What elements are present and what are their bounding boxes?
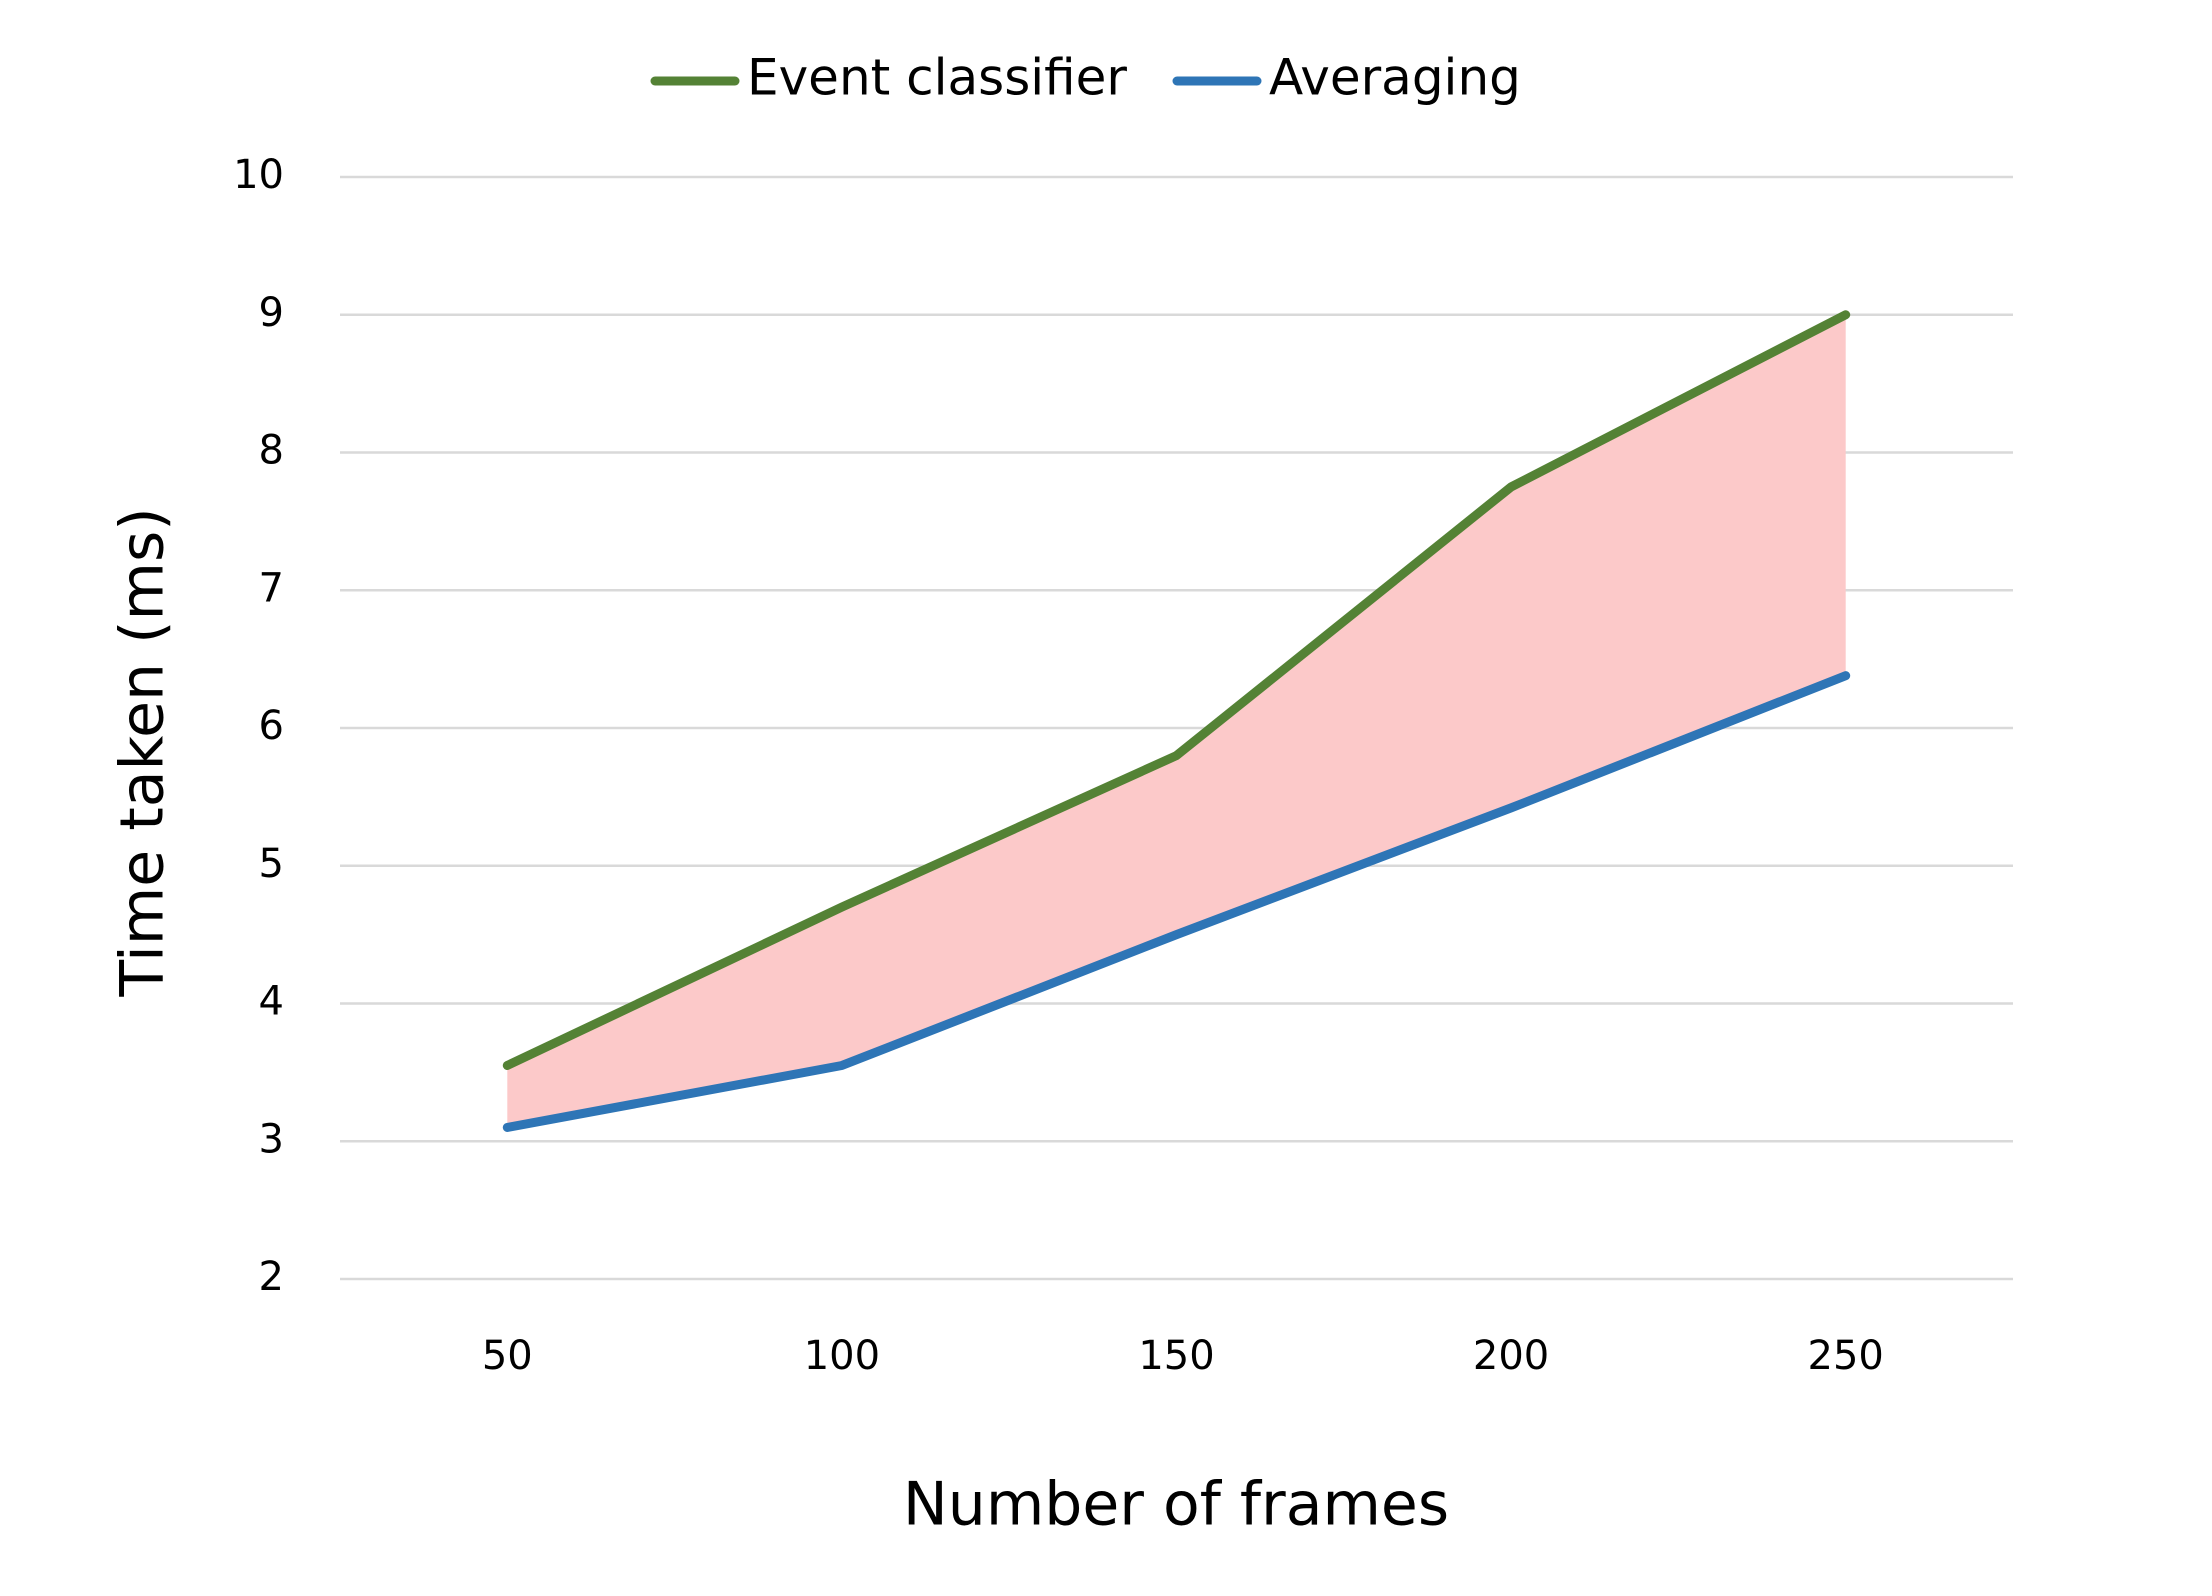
legend-label: Event classifier [747,49,1127,107]
x-tick-label: 50 [482,1333,533,1379]
line [502,310,1851,1070]
legend-label: Averaging [1269,49,1521,107]
y-tick-label: 6 [259,703,284,749]
y-tick-label: 7 [259,565,284,611]
x-axis-title: Number of frames [903,1470,1449,1540]
x-tick-label: 200 [1473,1333,1549,1379]
x-tick-label: 150 [1138,1333,1214,1379]
y-tick-label: 5 [259,841,284,887]
y-tick-label: 3 [259,1116,284,1162]
y-tick-label: 2 [259,1254,284,1300]
y-tick-label: 9 [259,290,284,336]
x-tick-label: 100 [804,1333,880,1379]
y-axis-title: Time taken (ms) [108,507,178,997]
y-tick-label: 10 [233,152,284,198]
y-tick-label: 4 [259,979,284,1025]
x-tick-label: 250 [1808,1333,1884,1379]
line [502,671,1851,1132]
fill-between [507,314,1846,1128]
y-tick-label: 8 [259,428,284,474]
